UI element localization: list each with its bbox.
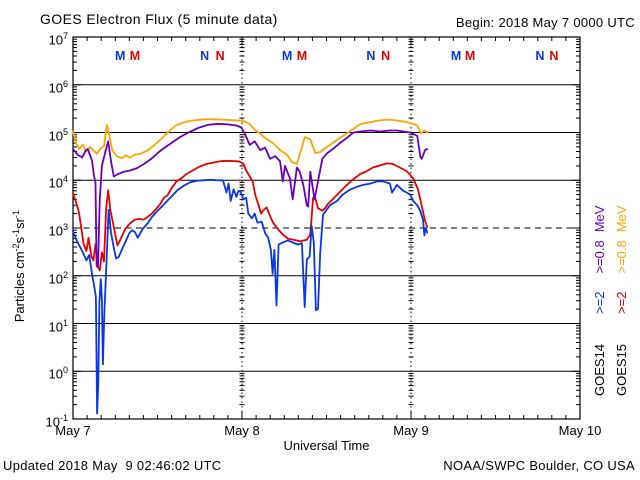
- legend-entry: >=0.8: [614, 240, 629, 274]
- x-axis-title: Universal Time: [283, 438, 370, 453]
- y-tick-label: 105: [48, 126, 68, 143]
- legend-column-goes14: GOES14 >=2 >=0.8 MeV: [592, 206, 607, 396]
- legend-entry: MeV: [592, 205, 607, 233]
- series-line: [72, 159, 429, 272]
- x-tick-label: May 10: [558, 423, 602, 438]
- local-time-marker: M: [282, 49, 292, 63]
- y-tick-label: 106: [48, 78, 68, 96]
- local-time-marker: M: [115, 49, 125, 63]
- series-line: [72, 122, 429, 269]
- updated-timestamp: Updated 2018 May 9 02:46:02 UTC: [3, 458, 222, 473]
- legend-satellite-name: GOES15: [614, 343, 629, 396]
- local-time-marker: N: [216, 49, 225, 63]
- legend-satellite-name: GOES14: [592, 343, 607, 396]
- legend-entry: >=2: [614, 291, 629, 314]
- local-time-marker: M: [465, 49, 475, 63]
- local-time-marker: M: [297, 49, 307, 63]
- chart-title: GOES Electron Flux (5 minute data): [40, 11, 278, 27]
- legend-entry: >=2: [592, 291, 607, 314]
- y-tick-label: 107: [48, 31, 68, 48]
- y-tick-label: 104: [48, 174, 68, 191]
- local-time-marker: N: [366, 49, 375, 63]
- begin-time-label: Begin: 2018 May 7 0000 UTC: [455, 15, 635, 30]
- legend-column-goes15: GOES15 >=2 >=0.8 MeV: [614, 206, 629, 396]
- local-time-marker: N: [381, 49, 390, 63]
- series-line: [72, 118, 429, 165]
- y-tick-label: 103: [48, 222, 68, 239]
- x-tick-label: May 8: [224, 423, 260, 438]
- y-tick-label: 101: [48, 317, 68, 334]
- local-time-marker: M: [130, 49, 140, 63]
- local-time-marker: N: [200, 49, 209, 63]
- local-time-marker: N: [535, 49, 544, 63]
- series-line: [72, 178, 429, 415]
- legend-entry: >=0.8: [592, 240, 607, 274]
- x-tick-label: May 9: [393, 423, 429, 438]
- source-credit: NOAA/SWPC Boulder, CO USA: [443, 458, 635, 473]
- y-tick-label: 100: [48, 365, 68, 382]
- local-time-marker: N: [549, 49, 558, 63]
- y-tick-label: 102: [48, 269, 68, 287]
- legend-entry: MeV: [614, 205, 629, 233]
- y-tick-label: 10-1: [45, 413, 68, 430]
- x-tick-label: May 7: [55, 423, 91, 438]
- local-time-marker: M: [451, 49, 461, 63]
